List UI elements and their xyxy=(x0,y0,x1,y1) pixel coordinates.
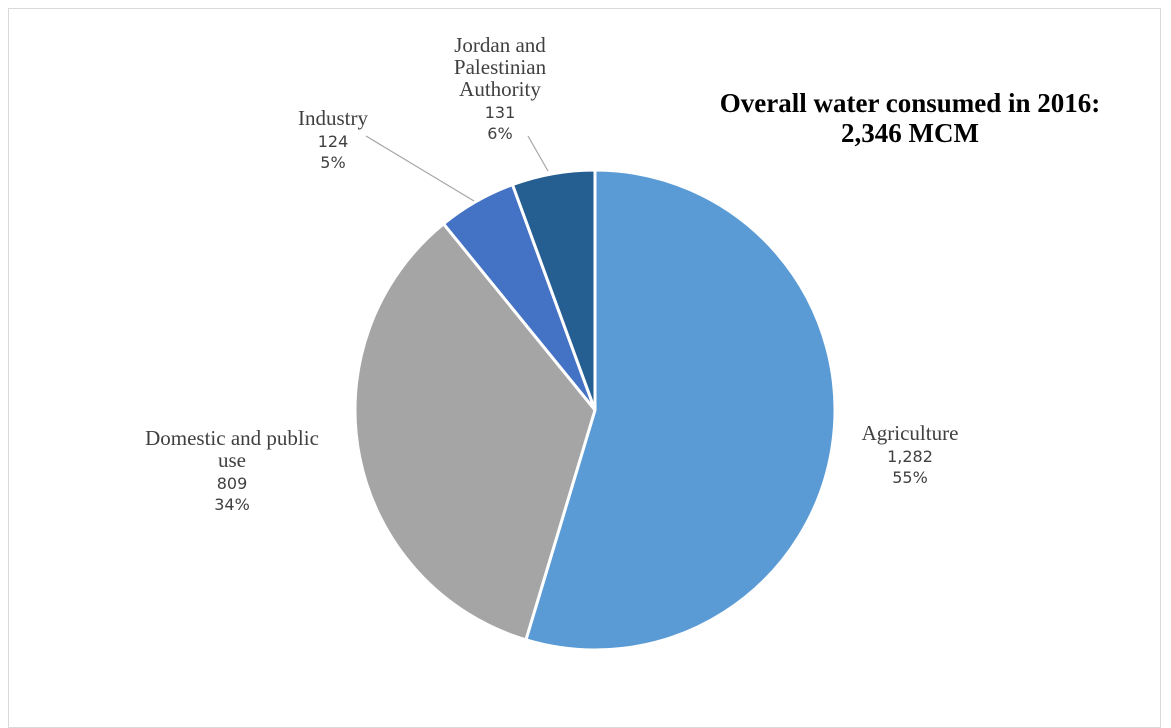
category-label-domestic-and-public-use-line-1: Domestic and public xyxy=(145,426,319,450)
chart-title: Overall water consumed in 2016: 2,346 MC… xyxy=(690,88,1130,148)
category-label-domestic-and-public-use-line-2: use xyxy=(218,448,246,472)
percent-label-domestic-and-public-use: 34% xyxy=(214,495,250,514)
data-label-industry: Industry 124 5% xyxy=(298,106,475,202)
leader-line-jordan-and-palestinian-authority xyxy=(527,135,549,172)
value-label-industry: 124 xyxy=(318,132,349,151)
category-label-agriculture: Agriculture xyxy=(862,421,959,445)
category-label-jordan-and-palestinian-authority-line-1: Jordan and xyxy=(454,33,546,57)
percent-label-agriculture: 55% xyxy=(892,468,928,487)
category-label-industry: Industry xyxy=(298,106,368,130)
pie-slice-agriculture xyxy=(524,168,837,652)
category-label-jordan-and-palestinian-authority-line-2: Palestinian xyxy=(454,55,547,79)
percent-label-industry: 5% xyxy=(320,153,345,172)
category-label-jordan-and-palestinian-authority-line-3: Authority xyxy=(459,77,541,101)
chart-title-line-1: Overall water consumed in 2016: xyxy=(719,88,1101,118)
pie-slice-jordan-and-palestinian-authority xyxy=(511,168,597,412)
percent-label-jordan-and-palestinian-authority: 6% xyxy=(487,124,512,143)
pie-slice-domestic-and-public-use xyxy=(353,222,597,642)
leader-line-industry xyxy=(365,135,475,202)
data-label-agriculture: Agriculture 1,282 55% xyxy=(862,421,959,487)
chart-title-line-2: 2,346 MCM xyxy=(841,118,979,148)
value-label-domestic-and-public-use: 809 xyxy=(217,474,248,493)
value-label-agriculture: 1,282 xyxy=(887,447,933,466)
value-label-jordan-and-palestinian-authority: 131 xyxy=(485,103,516,122)
